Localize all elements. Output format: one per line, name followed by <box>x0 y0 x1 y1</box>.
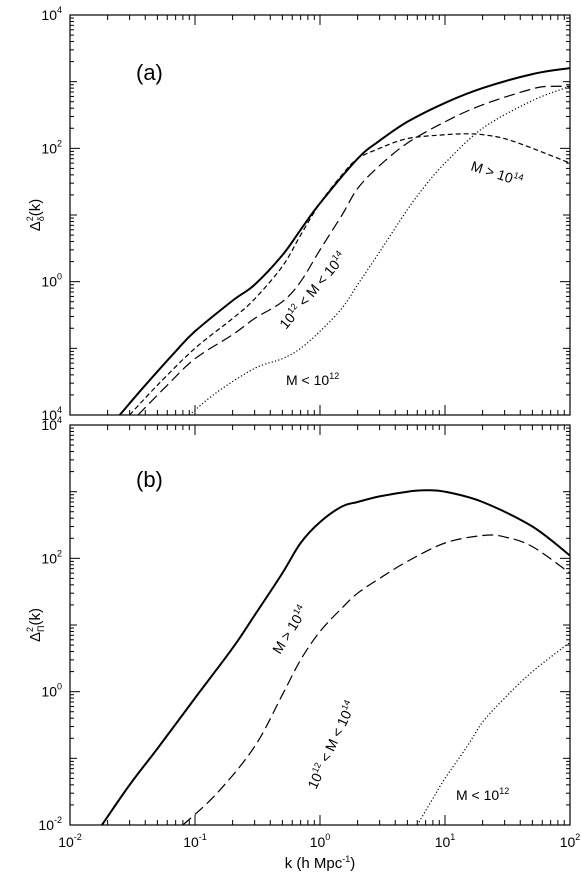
series-line-solid <box>118 67 570 415</box>
panel-a-ylabel-sub: δ <box>36 216 46 221</box>
panel-a-y-tick-labels: 100 102 104 104 <box>41 5 62 423</box>
panel-b-x-tick-labels: 10-2 10-1 100 101 102 <box>58 832 580 850</box>
series-line-long-dash <box>137 85 570 415</box>
x-tick-label: 101 <box>435 832 456 850</box>
panel-b-xlabel: k (h Mpc-1) <box>285 854 356 872</box>
y-tick-label: 104 <box>41 405 62 423</box>
panel-a-ylabel-sup: 2 <box>25 216 35 221</box>
panel-b-ticks <box>69 424 571 826</box>
panel-a-ticks <box>69 14 571 416</box>
panel-b-y-tick-labels: 10-2 100 102 104 <box>38 415 62 833</box>
x-tick-label: 102 <box>560 832 581 850</box>
series-line-dotted <box>188 85 570 415</box>
series-line-short-dash <box>129 133 570 415</box>
x-tick-label: 100 <box>310 832 331 850</box>
x-tick-label: 10-2 <box>58 832 82 850</box>
panel-b-curves <box>101 489 570 825</box>
panel-b-label: (b) <box>136 467 163 492</box>
panel-b-ylabel: Δ2Π(k) <box>25 608 46 642</box>
x-tick-label: 10-1 <box>183 832 207 850</box>
panel-a-ylabel: Δ2δ(k) <box>25 199 46 232</box>
panel-a-curves <box>118 67 570 415</box>
y-tick-label: 104 <box>41 5 62 23</box>
y-tick-label: 10-2 <box>38 815 62 833</box>
y-tick-label: 104 <box>41 415 62 433</box>
panel-a-ylabel-rest: (k) <box>27 199 44 217</box>
panel-b-annotation-low-mass: M < 1012 <box>456 786 509 803</box>
panel-a-ylabel-base: Δ <box>27 221 44 231</box>
y-tick-label: 102 <box>41 548 62 566</box>
y-tick-label: 100 <box>41 272 62 290</box>
y-tick-label: 102 <box>41 138 62 156</box>
panel-a-label: (a) <box>136 60 163 85</box>
series-line-solid <box>101 489 570 825</box>
panel-b: 10-2 100 102 104 10-2 10-1 100 101 102 (b) Δ2Π(… <box>25 415 580 872</box>
panel-a-annotation-low-mass: M < 1012 <box>286 371 339 388</box>
series-line-long-dash <box>182 534 570 825</box>
y-tick-label: 100 <box>41 682 62 700</box>
